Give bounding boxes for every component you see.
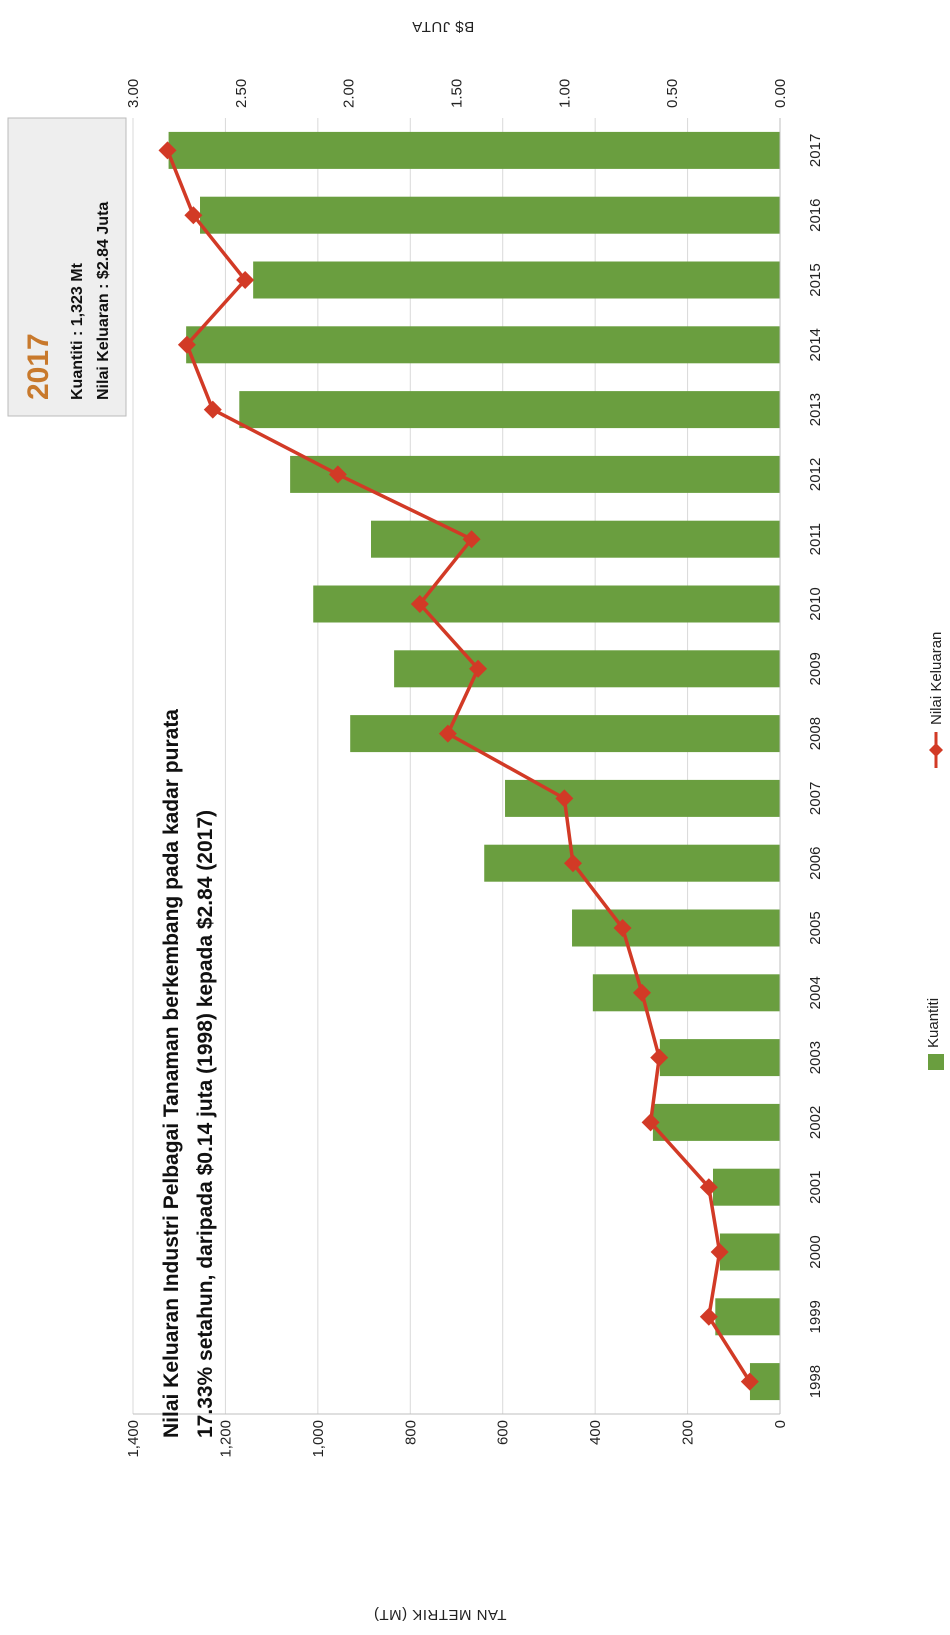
value-line [158,141,759,1391]
annotation-quantity: Kuantiti : 1,323 Mt [69,262,86,400]
marker-nilai-2004 [632,983,651,1002]
legend: Kuantiti Nilai Keluaran [925,632,945,1070]
category-label-2006: 2006 [807,847,824,880]
right-tick-label: 2.00 [341,79,358,108]
line-nilai-keluaran [165,149,752,1383]
bar-kuantiti-2003 [659,1039,780,1077]
bars [168,131,781,1401]
category-label-2007: 2007 [807,782,824,815]
annotation-box: 2017 Kuantiti : 1,323 Mt Nilai Keluaran … [7,117,127,417]
left-tick-label: 1,200 [217,1420,234,1458]
marker-nilai-2005 [613,919,632,937]
left-tick-label: 600 [495,1420,512,1445]
bar-kuantiti-2011 [371,520,780,558]
left-axis-ticks: 0 200 400 600 800 1,000 1,200 1,400 [125,1420,789,1458]
category-label-1998: 1998 [807,1365,824,1398]
axes [133,118,781,1415]
marker-nilai-2012 [328,465,347,484]
right-tick-label: 0.50 [664,79,681,108]
bar-kuantiti-1999 [715,1298,780,1336]
chart-title: Nilai Keluaran Industri Pelbagai Tanaman… [160,709,183,1438]
bar-kuantiti-2000 [719,1233,780,1271]
category-label-2010: 2010 [807,587,824,620]
marker-nilai-2014 [177,335,196,354]
bar-kuantiti-2009 [394,650,780,688]
category-label-2012: 2012 [807,458,824,491]
marker-nilai-2016 [184,206,203,225]
category-label-2017: 2017 [807,134,824,167]
bar-kuantiti-2008 [350,715,780,753]
bar-kuantiti-2013 [239,391,781,429]
right-tick-label: 1.50 [449,79,466,108]
marker-nilai-2008 [438,724,457,743]
category-label-2015: 2015 [807,263,824,296]
right-tick-label: 2.50 [233,79,250,108]
category-label-2002: 2002 [807,1106,824,1139]
marker-nilai-2001 [699,1178,718,1197]
category-label-2001: 2001 [807,1171,824,1204]
bar-kuantiti-2006 [484,844,780,882]
annotation-year: 2017 [22,333,55,400]
category-label-2000: 2000 [807,1235,824,1268]
left-tick-label: 800 [402,1420,419,1445]
legend-marker-nilai [929,743,943,757]
right-axis-ticks: 0.00 0.50 1.00 1.50 2.00 2.50 3.00 [125,79,789,108]
bar-kuantiti-2015 [253,261,780,299]
bar-kuantiti-2016 [200,196,780,234]
marker-nilai-2003 [650,1048,669,1067]
bar-kuantiti-2002 [652,1103,780,1141]
bar-kuantiti-2001 [712,1168,780,1206]
left-tick-label: 0 [772,1420,789,1428]
category-label-2013: 2013 [807,393,824,426]
bar-kuantiti-2014 [186,326,780,364]
left-tick-label: 400 [587,1420,604,1445]
category-label-2008: 2008 [807,717,824,750]
category-label-2004: 2004 [807,976,824,1009]
annotation-value: Nilai Keluaran : $2.84 Juta [95,202,112,400]
category-label-2014: 2014 [807,328,824,361]
right-axis-title: B$ JUTA [412,18,474,35]
bar-kuantiti-2007 [505,779,780,817]
marker-nilai-2011 [462,530,481,549]
category-label-2009: 2009 [807,652,824,685]
marker-nilai-2013 [203,400,222,419]
category-label-2016: 2016 [807,199,824,232]
bar-kuantiti-2010 [313,585,780,623]
category-label-2003: 2003 [807,1041,824,1074]
marker-nilai-1998 [740,1372,759,1391]
category-label-2005: 2005 [807,911,824,944]
marker-nilai-2002 [641,1113,660,1132]
bar-kuantiti-2004 [592,974,780,1012]
marker-nilai-2009 [469,659,488,678]
left-tick-label: 1,400 [125,1420,142,1458]
bar-kuantiti-2005 [572,909,780,947]
right-tick-label: 0.00 [772,79,789,108]
marker-nilai-2010 [410,595,429,613]
bar-kuantiti-2017 [168,131,780,169]
legend-label-nilai: Nilai Keluaran [928,632,945,725]
category-ticks: 1998 1999 2000 2001 2002 2003 2004 2005 2006 2007… [807,134,824,1399]
chart-subtitle: 17.33% setahun, daripada $0.14 juta (199… [194,810,217,1438]
left-tick-label: 200 [680,1420,697,1445]
marker-nilai-2000 [710,1243,729,1261]
legend-swatch-kuantiti [928,1054,944,1070]
category-label-1999: 1999 [807,1300,824,1333]
marker-nilai-1999 [699,1307,718,1326]
marker-nilai-2006 [563,854,582,873]
right-tick-label: 1.00 [556,79,573,108]
left-axis-title: TAN METRIK (MT) [373,1606,506,1623]
marker-nilai-2015 [236,271,255,289]
left-tick-label: 1,000 [310,1420,327,1458]
legend-label-kuantiti: Kuantiti [925,998,942,1048]
category-label-2011: 2011 [807,523,824,555]
marker-nilai-2017 [158,141,177,160]
right-tick-label: 3.00 [125,79,142,108]
bar-kuantiti-2012 [290,455,780,493]
marker-nilai-2007 [555,789,574,808]
